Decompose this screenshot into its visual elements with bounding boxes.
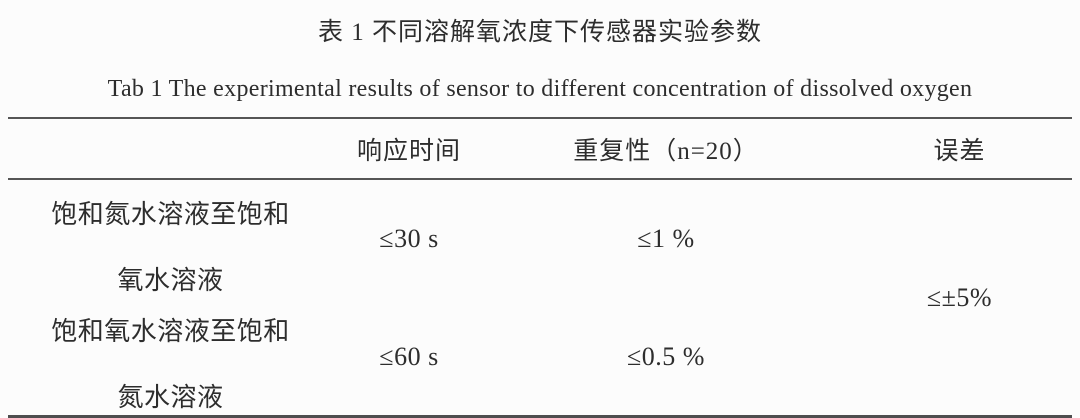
condition-label-line1: 饱和氮水溶液至饱和 <box>51 199 290 229</box>
table-title-zh: 表 1 不同溶解氧浓度下传感器实验参数 <box>317 19 762 46</box>
repeatability-value: ≤1 % <box>637 224 695 253</box>
condition-label-line2: 氧水溶液 <box>117 265 224 295</box>
condition-cell: 饱和氮水溶液至饱和 氧水溶液 <box>8 179 333 298</box>
header-repeatability: 重复性（n=20） <box>485 118 847 180</box>
header-row: 响应时间 重复性（n=20） 误差 <box>8 118 1072 180</box>
header-condition <box>8 118 333 180</box>
condition-label-line2: 氮水溶液 <box>117 383 224 412</box>
header-response-time: 响应时间 <box>333 118 485 180</box>
table-title-en: Tab 1 The experimental results of sensor… <box>107 76 973 102</box>
header-error: 误差 <box>847 118 1072 180</box>
condition-cell: 饱和氧水溶液至饱和 氮水溶液 <box>8 298 333 417</box>
response-time-value: ≤30 s <box>379 224 439 253</box>
repeatability-value: ≤0.5 % <box>627 341 705 371</box>
response-time-value: ≤60 s <box>379 341 439 371</box>
sensor-results-table: 响应时间 重复性（n=20） 误差 饱和氮水溶液至饱和 氧水溶液 ≤30 s ≤… <box>8 117 1072 418</box>
condition-label-line1: 饱和氧水溶液至饱和 <box>51 317 290 346</box>
table-row: 饱和氮水溶液至饱和 氧水溶液 ≤30 s ≤1 % ≤±5% <box>8 179 1072 312</box>
table-row: 饱和氧水溶液至饱和 氮水溶液 ≤60 s ≤0.5 % <box>8 298 1072 417</box>
error-merged-value: ≤±5% <box>926 282 993 312</box>
